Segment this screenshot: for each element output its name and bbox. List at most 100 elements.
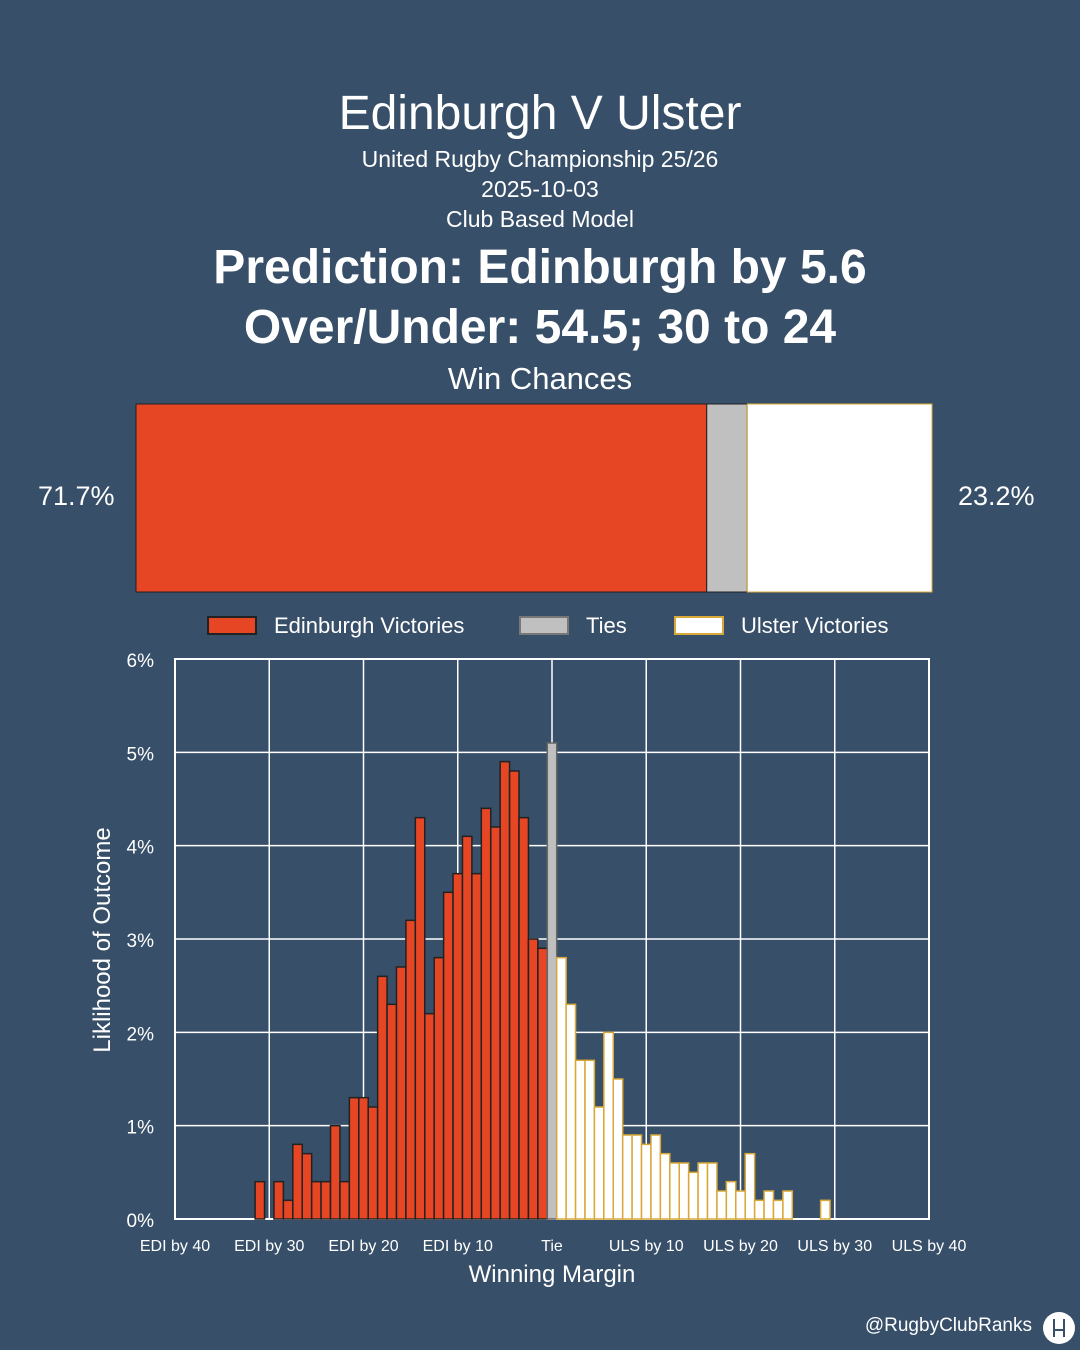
x-tick-label-8: ULS by 40 bbox=[892, 1238, 967, 1255]
bar-series2-m12 bbox=[659, 1152, 671, 1220]
bar-series2-m20 bbox=[735, 1190, 746, 1220]
away-win-segment bbox=[746, 403, 933, 593]
bar-series2-m4 bbox=[584, 1059, 596, 1220]
win-chance-bar bbox=[135, 403, 933, 593]
prediction-headline: Prediction: Edinburgh by 5.6 bbox=[213, 241, 867, 294]
bar-series0-m-28 bbox=[282, 1199, 294, 1220]
legend-swatch-2 bbox=[674, 616, 724, 635]
y-tick-label-5: 5% bbox=[127, 744, 155, 765]
bar-series0-m-1 bbox=[537, 947, 549, 1220]
y-tick-label-4: 4% bbox=[127, 838, 155, 859]
bar-series0-m-11 bbox=[442, 891, 454, 1220]
bar-series2-m19 bbox=[725, 1180, 737, 1220]
x-tick-label-4: Tie bbox=[541, 1238, 563, 1255]
page-title: Edinburgh V Ulster bbox=[338, 87, 742, 140]
x-axis-title: Winning Margin bbox=[469, 1261, 636, 1288]
y-tick-label-0: 0% bbox=[127, 1211, 155, 1232]
bar-series0-m-3 bbox=[518, 816, 530, 1220]
bar-series0-m-2 bbox=[527, 938, 539, 1220]
bar-series2-m10 bbox=[640, 1143, 652, 1220]
bar-series2-m9 bbox=[631, 1134, 643, 1220]
bar-series1-m0 bbox=[546, 742, 558, 1220]
win-chances-label: Win Chances bbox=[447, 361, 633, 396]
y-tick-label-2: 2% bbox=[127, 1024, 155, 1045]
x-tick-label-5: ULS by 10 bbox=[609, 1238, 684, 1255]
bar-series2-m14 bbox=[678, 1162, 690, 1220]
bar-series0-m-17 bbox=[386, 1003, 398, 1220]
legend-label-0: Edinburgh Victories bbox=[274, 613, 464, 638]
legend-swatch-0 bbox=[207, 616, 257, 635]
home-win-segment bbox=[135, 403, 708, 593]
bar-series0-m-26 bbox=[301, 1152, 313, 1220]
bar-series2-m7 bbox=[612, 1078, 624, 1220]
bar-series0-m-12 bbox=[433, 956, 445, 1220]
bar-series2-m16 bbox=[697, 1162, 709, 1220]
bar-series2-m1 bbox=[555, 956, 567, 1220]
watermark-handle: @RugbyClubRanks bbox=[864, 1315, 1032, 1336]
bar-series2-m6 bbox=[603, 1031, 615, 1220]
bar-series0-m-9 bbox=[461, 835, 473, 1220]
bar-series2-m21 bbox=[744, 1152, 756, 1220]
bar-series2-m11 bbox=[650, 1134, 662, 1220]
bar-series2-m18 bbox=[716, 1190, 728, 1220]
bar-series0-m-29 bbox=[273, 1180, 285, 1220]
y-tick-label-1: 1% bbox=[127, 1118, 155, 1139]
over-under-headline: Over/Under: 54.5; 30 to 24 bbox=[243, 301, 837, 354]
margin-histogram: EDI by 40 EDI by 30 EDI by 20 EDI by 10 Tie U… bbox=[89, 651, 966, 1288]
bar-series0-m-21 bbox=[348, 1096, 360, 1220]
legend-label-1: Ties bbox=[586, 613, 627, 638]
x-tick-label-2: EDI by 20 bbox=[328, 1238, 398, 1255]
tie-segment bbox=[706, 403, 748, 593]
legend-label-2: Ulster Victories bbox=[741, 613, 889, 638]
y-tick-label-6: 6% bbox=[127, 651, 155, 672]
bar-series0-m-16 bbox=[395, 966, 407, 1220]
bar-series0-m-20 bbox=[358, 1096, 369, 1220]
y-axis-title: Liklihood of Outcome bbox=[89, 827, 116, 1052]
bar-series0-m-19 bbox=[367, 1106, 379, 1220]
bar-series2-m29 bbox=[819, 1199, 831, 1220]
legend: Edinburgh Victories Ties Ulster Victories bbox=[207, 613, 889, 638]
logo-glyph bbox=[1053, 1319, 1065, 1337]
bar-series0-m-27 bbox=[292, 1143, 303, 1220]
competition-subtitle: United Rugby Championship 25/26 bbox=[361, 146, 719, 172]
away-win-percent: 23.2% bbox=[958, 481, 1035, 511]
bar-series0-m-23 bbox=[329, 1124, 341, 1220]
bar-series2-m5 bbox=[593, 1106, 605, 1220]
x-tick-label-1: EDI by 30 bbox=[234, 1238, 304, 1255]
match-date: 2025-10-03 bbox=[481, 176, 599, 202]
bar-series2-m23 bbox=[763, 1190, 775, 1220]
x-tick-label-7: ULS by 30 bbox=[797, 1238, 872, 1255]
bar-series0-m-31 bbox=[254, 1180, 266, 1220]
bar-series0-m-18 bbox=[376, 975, 388, 1220]
bar-series0-m-22 bbox=[339, 1180, 351, 1220]
bar-series0-m-7 bbox=[480, 807, 492, 1220]
bar-series2-m17 bbox=[706, 1162, 718, 1220]
bar-series2-m2 bbox=[565, 1003, 577, 1220]
x-tick-label-6: ULS by 20 bbox=[703, 1238, 778, 1255]
bar-series0-m-14 bbox=[414, 816, 426, 1220]
bar-series0-m-10 bbox=[452, 872, 464, 1220]
bar-series0-m-24 bbox=[320, 1180, 332, 1220]
bar-series2-m8 bbox=[621, 1134, 633, 1220]
bar-series2-m13 bbox=[669, 1162, 680, 1220]
y-tick-label-3: 3% bbox=[127, 931, 155, 952]
bar-series2-m3 bbox=[574, 1059, 586, 1220]
model-name: Club Based Model bbox=[446, 206, 634, 232]
bar-series0-m-25 bbox=[310, 1180, 322, 1220]
bar-series0-m-4 bbox=[508, 770, 520, 1220]
bar-series2-m15 bbox=[687, 1171, 699, 1220]
rugby-posts-logo-icon bbox=[1043, 1312, 1075, 1344]
bar-series0-m-5 bbox=[499, 760, 511, 1220]
bar-series2-m22 bbox=[753, 1199, 765, 1220]
bar-series0-m-13 bbox=[424, 1012, 435, 1220]
bar-series0-m-15 bbox=[405, 919, 417, 1220]
bar-series0-m-8 bbox=[471, 872, 483, 1220]
x-tick-label-0: EDI by 40 bbox=[140, 1238, 210, 1255]
bar-series2-m25 bbox=[782, 1190, 794, 1220]
bar-series0-m-6 bbox=[489, 826, 501, 1220]
x-tick-label-3: EDI by 10 bbox=[423, 1238, 493, 1255]
legend-swatch-1 bbox=[519, 616, 569, 635]
home-win-percent: 71.7% bbox=[38, 481, 115, 511]
bar-series2-m24 bbox=[772, 1199, 784, 1220]
